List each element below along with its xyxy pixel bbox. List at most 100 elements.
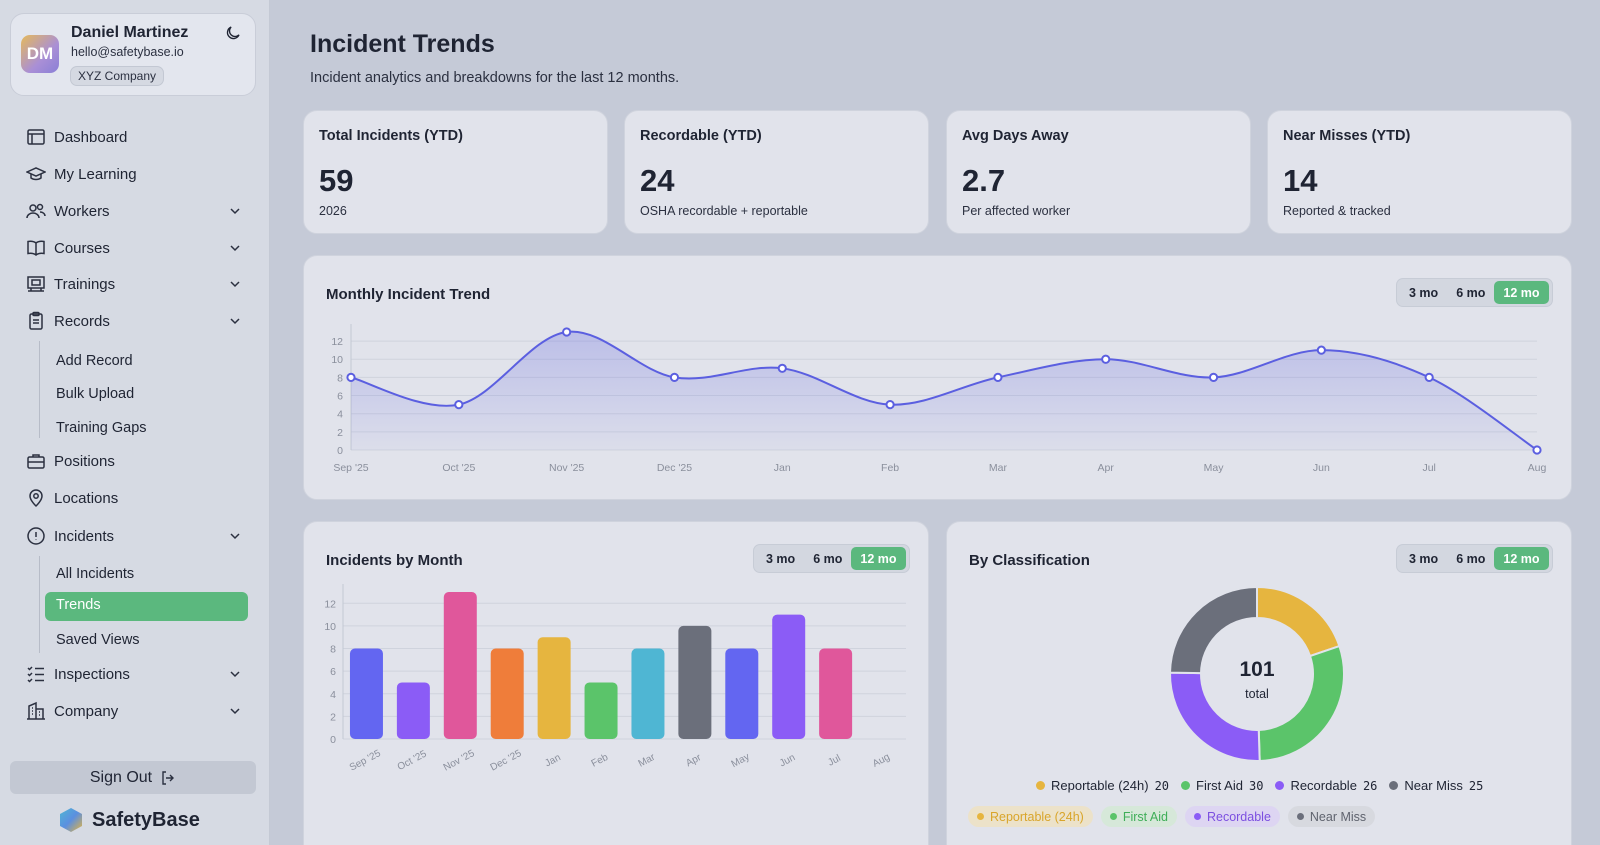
- chevron-down-icon[interactable]: [228, 241, 242, 255]
- nav-add-record[interactable]: Add Record: [56, 353, 133, 369]
- data-point: [993, 372, 1003, 382]
- x-tick-label: May: [730, 751, 752, 770]
- y-tick-label: 2: [330, 711, 336, 723]
- sign-out-label: Sign Out: [89, 768, 153, 786]
- moon-icon[interactable]: [224, 24, 242, 42]
- legend-value: 26: [1362, 778, 1378, 793]
- page-title: Incident Trends: [310, 30, 495, 58]
- donut-slice: [1256, 585, 1341, 658]
- nav-label: Locations: [54, 489, 119, 507]
- chip-label: Near Miss: [1309, 809, 1367, 824]
- x-tick-label: Oct '25: [396, 748, 429, 773]
- nav-inspections[interactable]: Inspections: [26, 662, 130, 686]
- data-point: [777, 363, 787, 373]
- nav-my-learning[interactable]: My Learning: [26, 162, 137, 186]
- kpi-card-days-away: Avg Days Away 2.7 Per affected worker: [946, 110, 1251, 234]
- range-12mo[interactable]: 12 mo: [1494, 547, 1549, 570]
- chip-label: Reportable (24h): [990, 809, 1084, 824]
- chevron-down-icon[interactable]: [228, 667, 242, 681]
- chip-recordable[interactable]: Recordable: [1184, 806, 1280, 827]
- data-point: [346, 372, 356, 382]
- nav-trends[interactable]: Trends: [56, 597, 101, 613]
- user-email: hello@safetybase.io: [71, 45, 184, 59]
- range-6mo[interactable]: 6 mo: [1456, 551, 1486, 566]
- range-6mo[interactable]: 6 mo: [1456, 285, 1486, 300]
- x-tick-label: Feb: [881, 462, 899, 474]
- nav-training-gaps[interactable]: Training Gaps: [56, 420, 147, 436]
- profile-card[interactable]: DM Daniel Martinez hello@safetybase.io X…: [10, 13, 256, 96]
- x-tick-label: Feb: [590, 752, 611, 770]
- kpi-value: 24: [640, 163, 675, 198]
- x-tick-label: Dec '25: [657, 462, 692, 474]
- panel-title: Monthly Incident Trend: [326, 286, 491, 303]
- nav-bulk-upload[interactable]: Bulk Upload: [56, 386, 135, 402]
- nav-locations[interactable]: Locations: [26, 486, 118, 510]
- range-toggle: 3 mo 6 mo 12 mo: [1396, 278, 1553, 307]
- chip-near-miss[interactable]: Near Miss: [1287, 806, 1376, 827]
- nav-trends-active[interactable]: [45, 592, 248, 621]
- range-toggle: 3 mo 6 mo 12 mo: [1396, 544, 1553, 573]
- nav-saved-views[interactable]: Saved Views: [56, 632, 140, 648]
- x-tick-label: Jun: [778, 752, 797, 769]
- y-tick-label: 0: [337, 445, 343, 457]
- dashboard-icon: [26, 127, 46, 147]
- legend-value: 30: [1248, 778, 1264, 793]
- bar: [819, 648, 853, 739]
- sign-out-button[interactable]: Sign Out: [10, 761, 256, 794]
- kpi-label: Avg Days Away: [962, 128, 1069, 144]
- chevron-down-icon[interactable]: [228, 314, 242, 328]
- safetybase-logo-icon: [60, 808, 82, 832]
- x-tick-label: Aug: [1528, 462, 1547, 474]
- classification-panel: By Classification 3 mo 6 mo 12 mo: [946, 521, 1572, 845]
- y-tick-label: 2: [337, 427, 343, 439]
- nav-label: Trainings: [54, 275, 116, 293]
- nav-all-incidents[interactable]: All Incidents: [56, 566, 135, 582]
- series-line: [350, 330, 1538, 451]
- x-tick-label: Jan: [543, 752, 562, 769]
- kpi-note: 2026: [319, 204, 347, 218]
- bar: [349, 648, 383, 739]
- user-name: Daniel Martinez: [71, 24, 189, 41]
- chevron-down-icon[interactable]: [228, 704, 242, 718]
- kpi-value: 59: [319, 163, 354, 198]
- nav-positions[interactable]: Positions: [26, 449, 115, 473]
- range-12mo[interactable]: 12 mo: [1494, 281, 1549, 304]
- kpi-note: Per affected worker: [962, 204, 1071, 218]
- x-tick-label: Aug: [871, 752, 892, 770]
- legend-dot: [1036, 781, 1045, 790]
- checklist-icon: [26, 664, 46, 684]
- nav-company[interactable]: Company: [26, 699, 118, 723]
- nav-dashboard[interactable]: Dashboard: [26, 125, 127, 149]
- nav-records[interactable]: Records: [26, 309, 110, 333]
- nav-incidents[interactable]: Incidents: [26, 524, 114, 548]
- chevron-down-icon[interactable]: [228, 277, 242, 291]
- x-tick-label: Mar: [637, 752, 658, 770]
- range-6mo[interactable]: 6 mo: [813, 551, 843, 566]
- range-3mo[interactable]: 3 mo: [766, 551, 796, 566]
- panel-title: Incidents by Month: [326, 552, 463, 569]
- range-12mo[interactable]: 12 mo: [851, 547, 906, 570]
- nav-trainings[interactable]: Trainings: [26, 272, 115, 296]
- y-tick-label: 6: [330, 666, 336, 678]
- bar: [725, 648, 759, 739]
- kpi-label: Recordable (YTD): [640, 128, 762, 144]
- chip-dot: [1296, 813, 1304, 820]
- x-tick-label: Oct '25: [442, 462, 475, 474]
- x-tick-label: Apr: [1098, 462, 1115, 474]
- nav-label: Courses: [54, 239, 110, 257]
- nav-workers[interactable]: Workers: [26, 199, 110, 223]
- chip-reportable[interactable]: Reportable (24h): [968, 806, 1093, 827]
- range-3mo[interactable]: 3 mo: [1409, 285, 1439, 300]
- chevron-down-icon[interactable]: [228, 529, 242, 543]
- clipboard-icon: [26, 311, 46, 331]
- kpi-value: 14: [1283, 163, 1318, 198]
- nav-label: Dashboard: [54, 128, 128, 146]
- legend-item: Near Miss 25: [1389, 778, 1483, 793]
- chip-dot: [1193, 813, 1201, 820]
- chip-first-aid[interactable]: First Aid: [1100, 806, 1177, 827]
- nav-courses[interactable]: Courses: [26, 236, 110, 260]
- kpi-card-recordable: Recordable (YTD) 24 OSHA recordable + re…: [624, 110, 929, 234]
- range-3mo[interactable]: 3 mo: [1409, 551, 1439, 566]
- map-pin-icon: [26, 488, 46, 508]
- chevron-down-icon[interactable]: [228, 204, 242, 218]
